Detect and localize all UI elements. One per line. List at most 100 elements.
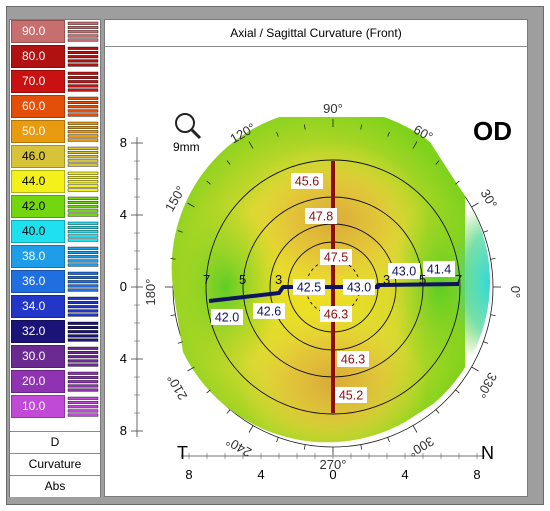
reading-vertical-bg [320, 306, 352, 322]
legend-bar [67, 230, 99, 234]
legend-bar [67, 100, 99, 104]
legend-bar [67, 359, 99, 363]
legend-bar [67, 25, 99, 29]
curvature-map-panel: Axial / Sagittal Curvature (Front) [104, 19, 528, 497]
temporal-label: T [177, 443, 188, 463]
legend-bar [67, 301, 99, 305]
angle-tick [206, 389, 211, 394]
legend-swatch: 20.0 [11, 370, 65, 393]
legend-bar [67, 30, 99, 34]
topography-map: 45.6 47.8 47.5 46.3 46.3 45.2 42.5 43.0 43.0 41.4… [120, 101, 523, 482]
reading-vertical: 47.5 [324, 251, 348, 265]
reading-horizontal: 41.4 [427, 263, 451, 277]
legend-bar [67, 380, 99, 384]
angle-tick [490, 257, 496, 260]
legend-bar [67, 225, 99, 229]
legend-bar [67, 284, 99, 288]
reading-vertical: 46.3 [324, 308, 348, 322]
legend-bar [67, 51, 99, 55]
legend-bar [67, 171, 99, 175]
angle-tick [412, 425, 418, 433]
left-axis-tick-label: 4 [120, 207, 127, 222]
angle-tick [170, 314, 176, 317]
legend-bar [67, 125, 99, 129]
legend-bar [67, 180, 99, 184]
angle-tick [187, 202, 195, 208]
reading-horizontal-bg [343, 279, 375, 295]
angle-tick [387, 437, 390, 443]
angle-tick [226, 160, 231, 165]
legend-bar [67, 109, 99, 113]
legend-bar [67, 234, 99, 238]
reading-horizontal: 43.0 [347, 281, 371, 295]
legend-bar [67, 34, 99, 38]
legend-swatch: 44.0 [11, 170, 65, 193]
legend-bar [67, 409, 99, 413]
legend-bar [67, 163, 99, 167]
legend-swatch: 38.0 [11, 245, 65, 268]
legend-bar [67, 46, 99, 50]
legend-bar [67, 221, 99, 225]
left-axis-tick-label: 4 [120, 351, 127, 366]
angle-tick [187, 366, 195, 372]
reading-horizontal-bg [423, 261, 455, 277]
left-axis-tick-label: 0 [120, 279, 127, 294]
legend-swatch: 42.0 [11, 195, 65, 218]
angle-label: 270° [320, 457, 347, 472]
reading-vertical-bg [337, 351, 369, 367]
legend-bar [67, 280, 99, 284]
legend-bar [67, 326, 99, 330]
angle-tick [471, 202, 479, 208]
legend-swatch: 32.0 [11, 320, 65, 343]
ring-distance-label: 3 [275, 272, 282, 287]
legend-bar [67, 184, 99, 188]
nasal-label: N [481, 443, 494, 463]
left-axis-tick-label: 8 [120, 423, 127, 438]
legend-bar [67, 63, 99, 67]
angle-tick [177, 341, 183, 344]
legend-bar [67, 271, 99, 275]
reading-horizontal-bg [388, 263, 420, 279]
legend-swatch: 36.0 [11, 270, 65, 293]
zoom-magnifier-icon [175, 113, 202, 140]
legend-bar [67, 334, 99, 338]
zone-ring [205, 159, 461, 415]
reading-horizontal-bg [211, 309, 243, 325]
legend-bar [67, 255, 99, 259]
legend-bar [67, 376, 99, 380]
angle-tick [455, 389, 460, 394]
legend-bar [67, 330, 99, 334]
angle-tick [276, 437, 279, 443]
legend-bar [67, 130, 99, 134]
bottom-axis-tick-label: 0 [329, 467, 336, 482]
ring-distance-label: 5 [419, 272, 426, 287]
legend-bar [67, 105, 99, 109]
angle-tick [435, 409, 440, 414]
reading-vertical-bg [320, 249, 352, 265]
legend-bar [67, 71, 99, 75]
angle-tick [387, 131, 390, 137]
legend-bar [67, 405, 99, 409]
legend-bar [67, 213, 99, 217]
reading-vertical-bg [291, 173, 323, 189]
legend-bar [67, 413, 99, 417]
legend-bar [67, 21, 99, 25]
legend-swatch: 90.0 [11, 20, 65, 43]
legend-bar [67, 200, 99, 204]
zoom-handle [190, 128, 202, 140]
angle-label: 180° [143, 279, 158, 306]
reading-vertical-bg [335, 387, 367, 403]
angle-tick [412, 141, 418, 149]
legend-bar [67, 138, 99, 142]
bottom-axis-tick-label: 4 [257, 467, 264, 482]
angle-tick [170, 257, 176, 260]
legend-bar [67, 196, 99, 200]
angle-tick [483, 230, 489, 233]
bottom-axis-tick-label: 8 [473, 467, 480, 482]
legend-bar [67, 76, 99, 80]
legend-swatch: 50.0 [11, 120, 65, 143]
angle-label: 210° [164, 372, 190, 403]
legend-bar [67, 276, 99, 280]
angle-label: 0° [508, 286, 523, 298]
angle-tick [248, 425, 254, 433]
